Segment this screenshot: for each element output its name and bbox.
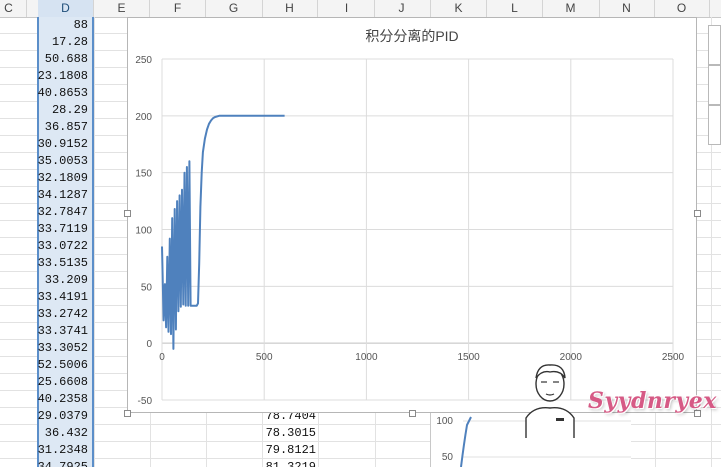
grid-column-line [94,17,95,467]
chart2-ytick: 50 [442,452,454,463]
cell-d[interactable]: 32.1809 [37,171,88,185]
grid-row-line [0,441,721,442]
column-header-g[interactable]: G [206,0,263,17]
grid-column-line [711,17,712,467]
x-tick-label: 2500 [662,352,685,363]
x-tick-label: 0 [159,352,165,363]
cell-d[interactable]: 33.3052 [37,341,88,355]
y-tick-label: 50 [141,282,153,293]
cell-d[interactable]: 88 [73,18,88,32]
cell-h[interactable]: 81.3219 [265,460,316,467]
resize-handle-left[interactable] [124,210,131,217]
cell-d[interactable]: 35.0053 [37,154,88,168]
cell-d[interactable]: 40.8653 [37,86,88,100]
y-tick-label: -50 [138,396,153,407]
cell-d[interactable]: 17.28 [51,35,88,49]
chart2-series-line [460,416,472,468]
cell-d[interactable]: 32.7847 [37,205,88,219]
cell-d[interactable]: 34.1287 [37,188,88,202]
grid-row-line [0,424,721,425]
cell-d[interactable]: 25.6608 [37,375,88,389]
column-header-d[interactable]: D [38,0,94,17]
chart2-ytick: 100 [436,416,453,427]
avatar-sketch [520,358,582,438]
chart-container[interactable]: 积分分离的PID -50 0 50 100 150 200 250 0 500 1000 1500 2… [124,17,701,417]
x-tick-label: 1500 [457,352,480,363]
cell-d[interactable]: 33.5135 [37,256,88,270]
cell-d[interactable]: 33.7119 [37,222,88,236]
y-tick-label: 100 [135,226,152,237]
cell-d[interactable]: 40.2358 [37,392,88,406]
watermark-signature: Syydnryex [588,388,717,414]
column-d-selection[interactable]: 88 17.28 50.688 23.1808 40.8653 28.29 36.857 30… [37,17,94,467]
side-panel-button[interactable] [708,65,721,105]
side-panel-button[interactable] [708,25,721,65]
cell-d[interactable]: 33.0722 [37,239,88,253]
column-header-l[interactable]: L [487,0,543,17]
cell-h[interactable]: 78.3015 [265,426,316,440]
cell-d[interactable]: 36.857 [44,120,88,134]
cell-d[interactable]: 28.29 [51,103,88,117]
cell-d[interactable]: 33.4191 [37,290,88,304]
y-tick-label: 0 [146,339,152,350]
cell-d[interactable]: 33.209 [44,273,88,287]
resize-handle-right[interactable] [694,210,701,217]
column-header-f[interactable]: F [150,0,206,17]
cell-d[interactable]: 34.7925 [37,460,88,467]
cell-d[interactable]: 23.1808 [37,69,88,83]
cell-d[interactable]: 33.3741 [37,324,88,338]
cell-d[interactable]: 30.9152 [37,137,88,151]
column-header-m[interactable]: M [543,0,600,17]
y-tick-label: 150 [135,169,152,180]
chart-title: 积分分离的PID [365,28,459,44]
column-header-i[interactable]: I [319,0,375,17]
cell-d[interactable]: 31.2348 [37,443,88,457]
resize-handle-bottom[interactable] [409,410,416,417]
resize-handle-bottom-right[interactable] [694,410,701,417]
column-header-h[interactable]: H [262,0,318,17]
column-header-e[interactable]: E [94,0,150,17]
column-header-j[interactable]: J [374,0,431,17]
resize-handle-bottom-left[interactable] [124,410,131,417]
column-header-c[interactable]: C [0,0,27,17]
side-panel-button[interactable] [708,105,721,145]
y-tick-label: 250 [135,55,152,66]
cell-d[interactable]: 50.688 [44,52,88,66]
grid-row-line [0,458,721,459]
cell-d[interactable]: 52.5006 [37,358,88,372]
column-header-o[interactable]: O [654,0,710,17]
column-header-n[interactable]: N [599,0,655,17]
x-tick-label: 2000 [560,352,583,363]
x-tick-label: 1000 [355,352,378,363]
x-tick-label: 500 [256,352,273,363]
cell-h[interactable]: 79.8121 [265,443,316,457]
cell-d[interactable]: 33.2742 [37,307,88,321]
cell-d[interactable]: 36.432 [44,426,88,440]
cell-d[interactable]: 29.0379 [37,409,88,423]
column-header-k[interactable]: K [431,0,487,17]
series-line[interactable] [161,114,285,350]
y-tick-label: 200 [135,112,152,123]
